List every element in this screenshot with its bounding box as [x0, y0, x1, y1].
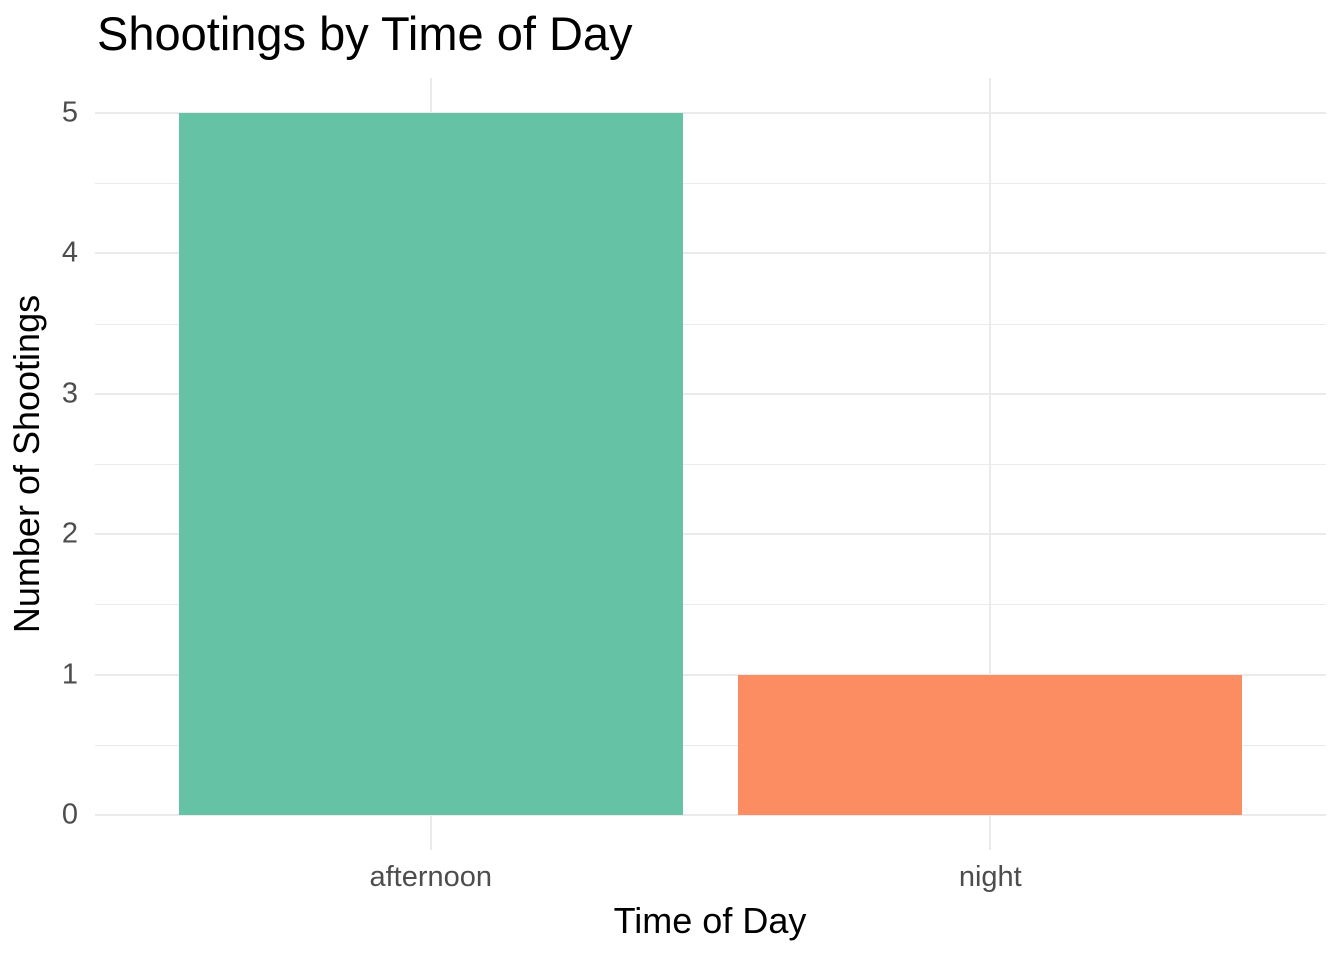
y-tick-label: 3	[61, 377, 78, 410]
y-axis-title: Number of Shootings	[6, 294, 48, 634]
y-gridline-minor	[95, 744, 1326, 746]
y-gridline-major	[95, 112, 1326, 114]
y-tick-label: 0	[61, 798, 78, 831]
y-gridline-major	[95, 814, 1326, 816]
y-gridline-minor	[95, 323, 1326, 325]
y-tick-label: 4	[61, 236, 78, 269]
y-gridline-major	[95, 393, 1326, 395]
chart-title: Shootings by Time of Day	[97, 7, 633, 60]
x-gridline-major	[989, 78, 991, 850]
x-axis-title: Time of Day	[613, 900, 807, 941]
y-gridline-major	[95, 674, 1326, 676]
y-gridline-minor	[95, 463, 1326, 465]
bar-afternoon	[179, 113, 683, 815]
y-tick-label: 1	[61, 658, 78, 691]
x-tick-label: night	[958, 861, 1022, 893]
y-gridline-minor	[95, 603, 1326, 605]
bar-night	[738, 675, 1242, 815]
plot-panel	[95, 78, 1326, 850]
x-tick-label: afternoon	[369, 861, 492, 893]
y-gridline-minor	[95, 182, 1326, 184]
y-tick-label: 5	[61, 96, 78, 129]
y-gridline-major	[95, 533, 1326, 535]
y-tick-label: 2	[61, 517, 78, 550]
y-gridline-major	[95, 252, 1326, 254]
